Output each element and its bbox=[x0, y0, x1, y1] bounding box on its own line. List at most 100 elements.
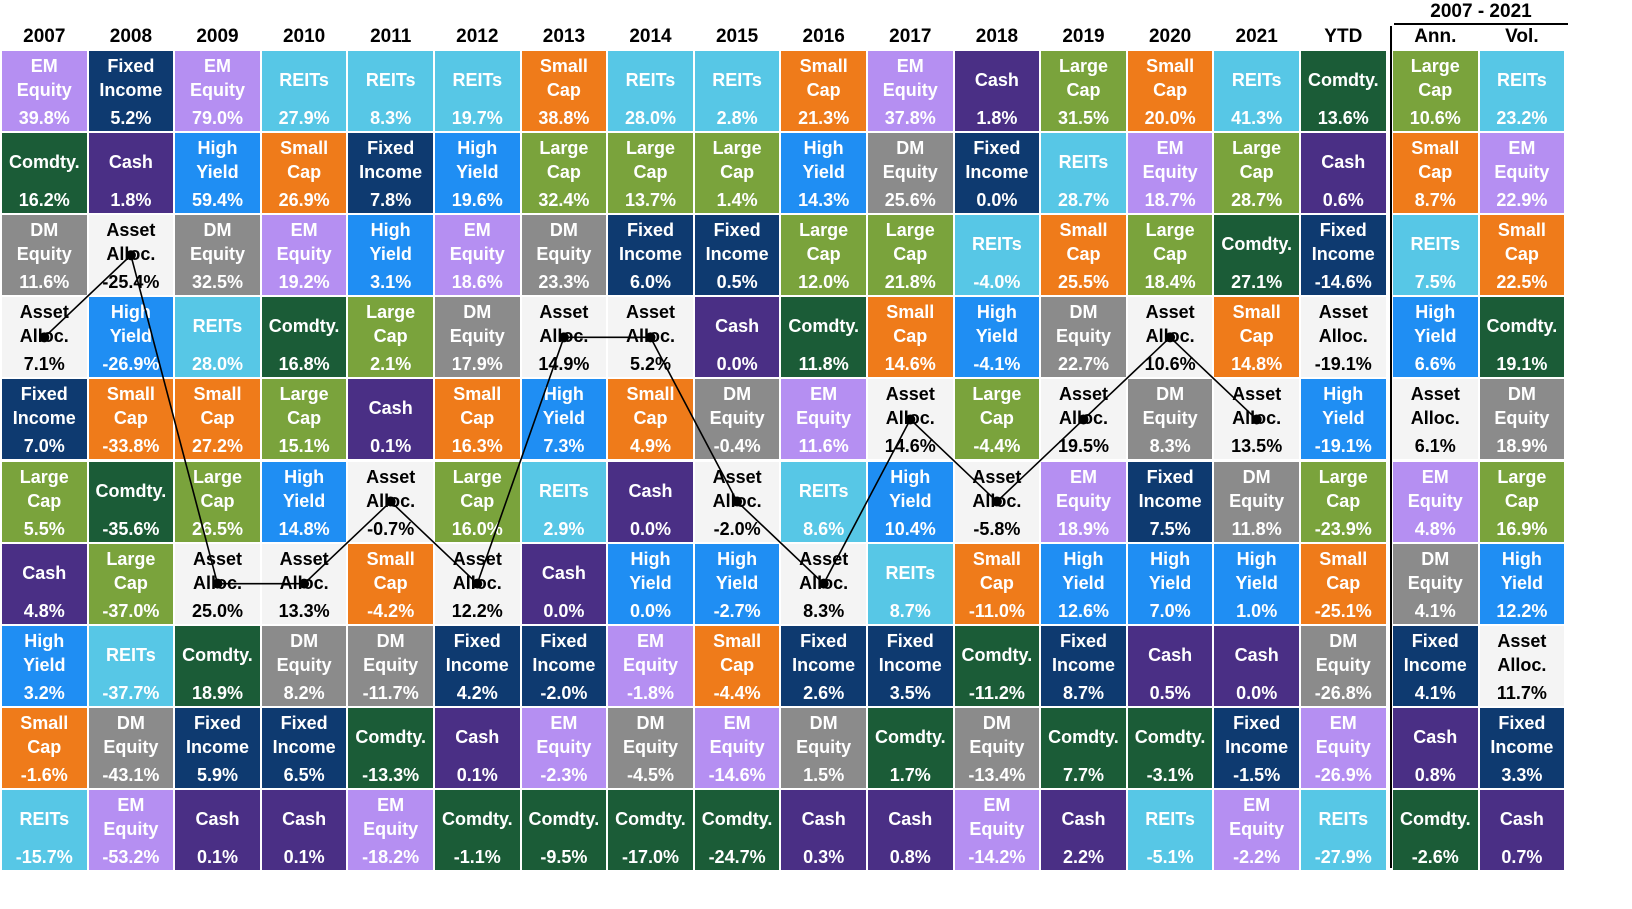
return-value: 18.9% bbox=[1496, 436, 1548, 457]
return-value: 28.7% bbox=[1057, 190, 1109, 211]
asset-class-label: Fixed Income bbox=[878, 630, 942, 675]
return-value: 19.6% bbox=[451, 190, 503, 211]
asset-class-label: DM Equity bbox=[276, 630, 332, 675]
return-value: -3.1% bbox=[1146, 764, 1194, 785]
quilt-cell-hy: High Yield 6.6% bbox=[1393, 297, 1478, 378]
return-value: 21.8% bbox=[884, 272, 936, 293]
return-value: -1.1% bbox=[453, 846, 501, 867]
return-value: -1.8% bbox=[626, 682, 674, 703]
column-header: 2015 bbox=[715, 26, 759, 47]
return-value: 16.3% bbox=[451, 436, 503, 457]
quilt-cell-cash: Cash 0.5% bbox=[1127, 625, 1213, 706]
quilt-cell-cash: Cash 0.1% bbox=[348, 379, 433, 460]
asset-class-label: Small Cap bbox=[1146, 56, 1195, 100]
quilt-cell-em: EM Equity 18.6% bbox=[435, 215, 520, 296]
quilt-cell-fixed: Fixed Income 2.6% bbox=[781, 625, 866, 706]
return-value: 6.1% bbox=[1414, 436, 1456, 457]
return-value: 10.6% bbox=[1409, 108, 1461, 129]
asset-class-label: Small Cap bbox=[886, 302, 935, 347]
quilt-cell-cash: Cash 0.7% bbox=[1479, 789, 1565, 870]
asset-class-label: High Yield bbox=[1148, 548, 1192, 593]
return-value: -1.6% bbox=[20, 764, 68, 785]
quilt-cell-reits: REITs 19.7% bbox=[435, 51, 520, 132]
asset-class-label: Small Cap bbox=[1319, 548, 1368, 593]
return-value: 16.0% bbox=[451, 518, 503, 539]
return-value: 7.5% bbox=[1414, 272, 1456, 293]
quilt-cell-cash: Cash 0.1% bbox=[261, 789, 347, 870]
asset-class-label: Small Cap bbox=[20, 712, 69, 757]
asset-class-label: Comdty. bbox=[1399, 808, 1471, 829]
asset-class-label: Large Cap bbox=[1145, 220, 1195, 265]
return-value: 6.0% bbox=[629, 272, 671, 293]
return-value: 19.2% bbox=[278, 272, 330, 293]
column-header: 2017 bbox=[889, 26, 932, 47]
asset-class-label: Comdty. bbox=[268, 316, 340, 337]
return-value: 28.0% bbox=[624, 108, 676, 129]
quilt-cell-comm: Comdty. -9.5% bbox=[521, 789, 607, 870]
quilt-cell-comm: Comdty. -11.2% bbox=[954, 625, 1040, 706]
return-value: -24.7% bbox=[708, 846, 766, 867]
quilt-cell-cash: Cash 1.8% bbox=[954, 51, 1040, 132]
return-value: 14.9% bbox=[538, 354, 590, 375]
quilt-cell-reits: REITs 8.7% bbox=[868, 543, 953, 624]
quilt-cell-fixed: Fixed Income 8.7% bbox=[1041, 625, 1126, 706]
return-value: -25.1% bbox=[1314, 600, 1372, 621]
quilt-cell-cash: Cash 0.6% bbox=[1301, 133, 1386, 214]
asset-class-label: Cash bbox=[541, 562, 586, 583]
asset-class-label: High Yield bbox=[889, 466, 932, 511]
asset-class-label: Comdty. bbox=[182, 644, 253, 665]
quilt-cell-reits: REITs -5.1% bbox=[1127, 789, 1213, 870]
quilt-cell-fixed: Fixed Income 6.5% bbox=[261, 707, 347, 788]
return-value: 12.0% bbox=[798, 272, 850, 293]
asset-class-label: Large Cap bbox=[366, 302, 416, 347]
quilt-cell-fixed: Fixed Income 3.3% bbox=[1479, 707, 1565, 788]
quilt-cell-cash: Cash 0.8% bbox=[1393, 707, 1478, 788]
asset-class-label: High Yield bbox=[975, 302, 1019, 347]
asset-class-label: Large Cap bbox=[452, 466, 502, 511]
quilt-cell-hy: High Yield 3.2% bbox=[2, 625, 87, 706]
quilt-cell-cash: Cash 2.2% bbox=[1041, 789, 1126, 870]
quilt-cell-large: Large Cap -4.4% bbox=[954, 379, 1040, 460]
asset-class-label: Comdty. bbox=[615, 808, 686, 829]
quilt-cell-cash: Cash 0.0% bbox=[521, 543, 607, 624]
return-value: 20.0% bbox=[1144, 108, 1196, 129]
return-value: 18.9% bbox=[191, 682, 243, 703]
asset-class-label: REITs bbox=[1497, 70, 1547, 90]
return-value: -11.0% bbox=[968, 600, 1025, 621]
quilt-cell-cash: Cash 0.1% bbox=[175, 789, 260, 870]
asset-class-label: Large Cap bbox=[279, 384, 329, 429]
return-value: 27.2% bbox=[191, 436, 243, 457]
return-value: -18.2% bbox=[362, 846, 420, 867]
return-value: 14.3% bbox=[798, 190, 850, 211]
asset-class-label: REITs bbox=[106, 644, 156, 665]
return-value: 22.7% bbox=[1057, 354, 1109, 375]
return-value: 0.0% bbox=[716, 354, 758, 375]
quilt-cell-hy: High Yield 14.3% bbox=[781, 133, 866, 214]
column-header: 2009 bbox=[196, 26, 239, 47]
return-value: -2.0% bbox=[713, 518, 761, 539]
return-value: -2.0% bbox=[540, 682, 588, 703]
quilt-cell-fixed: Fixed Income 0.0% bbox=[954, 133, 1040, 214]
return-value: 8.7% bbox=[1062, 682, 1104, 703]
asset-class-label: DM Equity bbox=[882, 138, 938, 183]
asset-class-label: High Yield bbox=[282, 466, 326, 511]
return-value: 5.2% bbox=[110, 108, 152, 129]
return-value: 8.3% bbox=[803, 600, 845, 621]
return-value: 25.6% bbox=[884, 190, 936, 211]
quilt-cell-fixed: Fixed Income 4.2% bbox=[435, 625, 520, 706]
return-value: -17.0% bbox=[621, 846, 679, 867]
asset-class-label: Small Cap bbox=[972, 548, 1021, 593]
return-value: 19.5% bbox=[1057, 436, 1109, 457]
return-value: -15.7% bbox=[15, 846, 73, 867]
quilt-cell-small: Small Cap 16.3% bbox=[435, 379, 520, 460]
return-value: 25.5% bbox=[1057, 272, 1109, 293]
return-value: 25.0% bbox=[191, 600, 243, 621]
quilt-cell-dm: DM Equity 32.5% bbox=[175, 215, 260, 296]
return-value: 2.1% bbox=[370, 354, 412, 375]
return-value: 27.1% bbox=[1231, 272, 1283, 293]
asset-class-label: DM Equity bbox=[103, 712, 159, 757]
asset-class-label: High Yield bbox=[542, 384, 586, 429]
return-value: 0.8% bbox=[889, 846, 931, 867]
quilt-cell-dm: DM Equity -4.5% bbox=[608, 707, 693, 788]
return-value: 0.1% bbox=[196, 846, 238, 867]
